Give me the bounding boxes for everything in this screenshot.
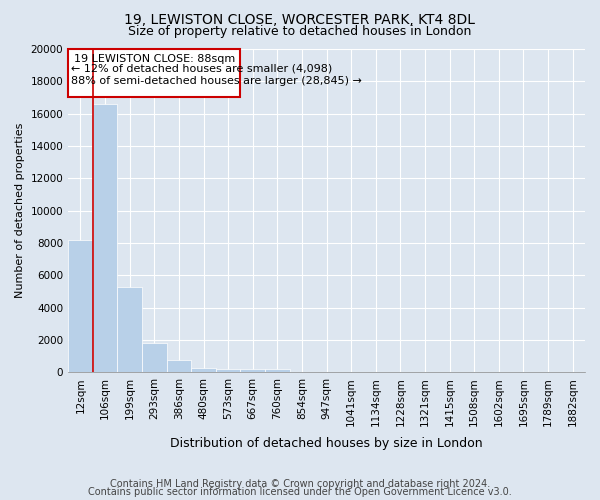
- Bar: [216, 369, 241, 372]
- Text: 19, LEWISTON CLOSE, WORCESTER PARK, KT4 8DL: 19, LEWISTON CLOSE, WORCESTER PARK, KT4 …: [125, 12, 476, 26]
- Bar: [241, 369, 265, 372]
- Text: 88% of semi-detached houses are larger (28,845) →: 88% of semi-detached houses are larger (…: [71, 76, 362, 86]
- Text: 19 LEWISTON CLOSE: 88sqm: 19 LEWISTON CLOSE: 88sqm: [74, 54, 235, 64]
- Text: Contains public sector information licensed under the Open Government Licence v3: Contains public sector information licen…: [88, 487, 512, 497]
- Bar: [265, 369, 290, 372]
- Y-axis label: Number of detached properties: Number of detached properties: [15, 123, 25, 298]
- Text: ← 12% of detached houses are smaller (4,098): ← 12% of detached houses are smaller (4,…: [71, 64, 332, 74]
- Text: Contains HM Land Registry data © Crown copyright and database right 2024.: Contains HM Land Registry data © Crown c…: [110, 479, 490, 489]
- Bar: [68, 49, 241, 98]
- Bar: [93, 104, 118, 372]
- Bar: [191, 368, 216, 372]
- Bar: [142, 343, 167, 372]
- Text: Size of property relative to detached houses in London: Size of property relative to detached ho…: [128, 25, 472, 38]
- Bar: [167, 360, 191, 372]
- Bar: [68, 240, 93, 372]
- X-axis label: Distribution of detached houses by size in London: Distribution of detached houses by size …: [170, 437, 483, 450]
- Bar: [118, 286, 142, 372]
